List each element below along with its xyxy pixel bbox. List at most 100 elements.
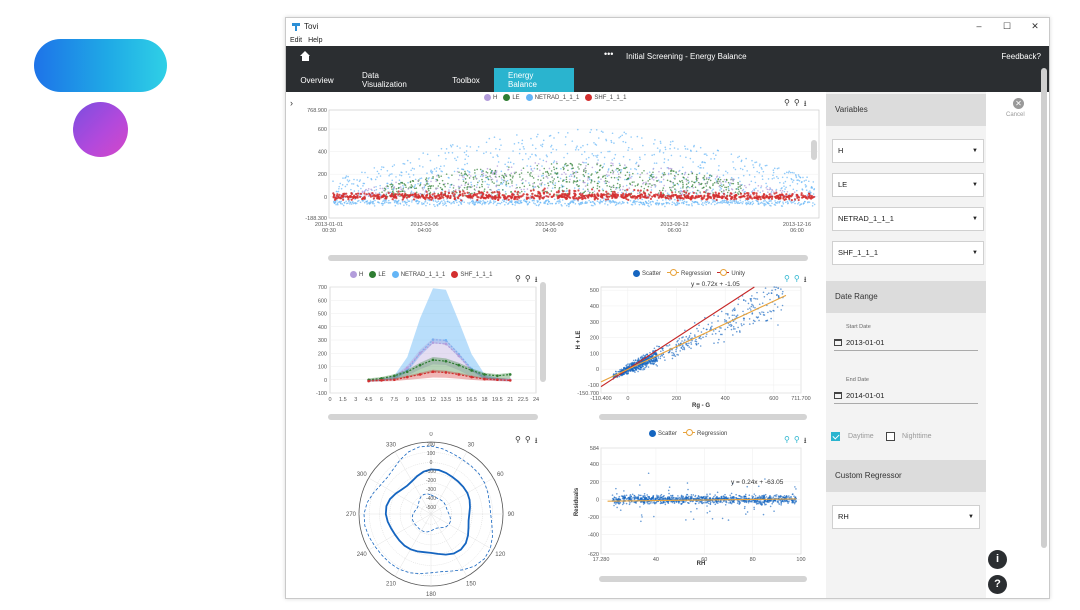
le-point xyxy=(472,178,475,180)
netrad-point xyxy=(811,187,814,189)
regression-hscroll[interactable] xyxy=(599,414,807,420)
close-button[interactable]: ✕ xyxy=(1031,21,1039,31)
netrad-point xyxy=(555,202,557,204)
le-point xyxy=(674,188,676,190)
h-point xyxy=(607,171,609,173)
legend-item-regression[interactable]: Regression xyxy=(667,269,711,277)
tab-data-visualization[interactable]: Data Visualization xyxy=(362,71,407,89)
zoom-out-icon[interactable]: ⚲ xyxy=(784,435,790,444)
netrad-point xyxy=(730,201,732,204)
more-options-icon[interactable]: ••• xyxy=(604,49,614,59)
zoom-in-icon[interactable]: ⚲ xyxy=(793,435,800,444)
zoom-out-icon[interactable]: ⚲ xyxy=(515,274,521,283)
netrad-point xyxy=(762,202,764,205)
download-icon[interactable]: ⭳ xyxy=(534,436,538,445)
shf-point xyxy=(796,193,799,197)
shf-point xyxy=(394,195,397,198)
download-icon[interactable]: ⭳ xyxy=(803,99,807,108)
menu-help[interactable]: Help xyxy=(308,37,323,44)
timeseries-vscroll[interactable] xyxy=(811,140,817,160)
shf-point xyxy=(810,197,813,200)
tab-toolbox[interactable]: Toolbox xyxy=(452,75,480,85)
diurnal-hscroll[interactable] xyxy=(328,414,538,420)
diurnal-band xyxy=(368,357,511,382)
timeseries-hscroll[interactable] xyxy=(328,255,808,261)
netrad-point xyxy=(416,199,419,202)
legend-item-shf[interactable]: SHF_1_1_1 xyxy=(585,94,626,101)
h-point xyxy=(507,169,509,171)
le-point xyxy=(641,179,644,182)
legend-item-netrad[interactable]: NETRAD_1_1_1 xyxy=(525,94,579,101)
shf-point xyxy=(511,192,514,195)
legend-item-le[interactable]: LE xyxy=(369,271,386,278)
download-icon[interactable]: ⭳ xyxy=(534,275,538,284)
netrad-point xyxy=(560,168,562,170)
shf-point xyxy=(773,195,777,198)
legend-item-shf[interactable]: SHF_1_1_1 xyxy=(451,271,492,278)
netrad-point xyxy=(378,192,381,194)
le-point xyxy=(681,179,683,182)
shf-point xyxy=(355,192,358,196)
regression-point xyxy=(732,326,735,328)
chevron-right-icon[interactable]: › xyxy=(290,98,293,108)
h-point xyxy=(683,173,686,176)
legend-item-netrad[interactable]: NETRAD_1_1_1 xyxy=(391,271,445,278)
legend-item-regression[interactable]: Regression xyxy=(683,429,727,437)
regression-point xyxy=(698,324,700,327)
tab-overview[interactable]: Overview xyxy=(300,75,334,85)
regression-point xyxy=(623,368,625,371)
menu-edit[interactable]: Edit xyxy=(290,37,303,44)
zoom-out-icon[interactable]: ⚲ xyxy=(784,274,790,283)
residual-point xyxy=(709,510,711,513)
zoom-in-icon[interactable]: ⚲ xyxy=(524,435,531,444)
shf-point xyxy=(531,192,534,195)
h-point xyxy=(361,190,364,193)
minimize-button[interactable]: – xyxy=(976,21,982,31)
zoom-out-icon[interactable]: ⚲ xyxy=(784,98,790,107)
legend-item-h[interactable]: H xyxy=(484,94,497,101)
tab-energy-balance[interactable]: Energy Balance xyxy=(494,68,574,92)
netrad-point xyxy=(746,170,748,172)
shf-point xyxy=(574,192,577,196)
netrad-point xyxy=(352,183,355,185)
diurnal-vscroll[interactable] xyxy=(540,282,546,382)
shf-point xyxy=(461,194,465,197)
shf-point xyxy=(456,196,459,199)
download-icon[interactable]: ⭳ xyxy=(803,436,807,445)
netrad-point xyxy=(784,180,787,183)
zoom-in-icon[interactable]: ⚲ xyxy=(793,98,800,107)
zoom-in-icon[interactable]: ⚲ xyxy=(524,274,531,283)
netrad-point xyxy=(609,202,612,204)
regression-point xyxy=(680,342,682,344)
netrad-point xyxy=(706,200,709,203)
netrad-point xyxy=(787,202,789,204)
netrad-point xyxy=(597,159,599,161)
netrad-point xyxy=(546,199,548,202)
legend-item-h[interactable]: H xyxy=(350,271,363,278)
download-icon[interactable]: ⭳ xyxy=(803,275,807,284)
feedback-link[interactable]: Feedback? xyxy=(1001,52,1041,61)
h-point xyxy=(453,184,455,187)
le-point xyxy=(702,177,704,179)
legend-item-scatter[interactable]: Scatter xyxy=(633,270,661,277)
legend-item-unity[interactable]: Unity xyxy=(717,269,745,277)
le-point xyxy=(518,173,521,176)
zoom-in-icon[interactable]: ⚲ xyxy=(793,274,800,283)
regression-ylabel: H + LE xyxy=(576,331,582,350)
maximize-button[interactable]: ☐ xyxy=(1002,21,1012,31)
netrad-point xyxy=(589,178,591,181)
home-icon[interactable] xyxy=(300,51,311,62)
netrad-point xyxy=(375,185,377,188)
le-point xyxy=(463,173,466,176)
netrad-point xyxy=(392,188,395,191)
netrad-point xyxy=(451,151,454,154)
legend-item-le[interactable]: LE xyxy=(503,94,520,101)
zoom-out-icon[interactable]: ⚲ xyxy=(515,435,521,444)
netrad-point xyxy=(674,203,677,205)
le-point xyxy=(737,183,740,185)
netrad-point xyxy=(728,203,731,206)
netrad-point xyxy=(664,205,666,208)
shf-point xyxy=(572,196,575,199)
legend-item-scatter[interactable]: Scatter xyxy=(649,430,677,437)
